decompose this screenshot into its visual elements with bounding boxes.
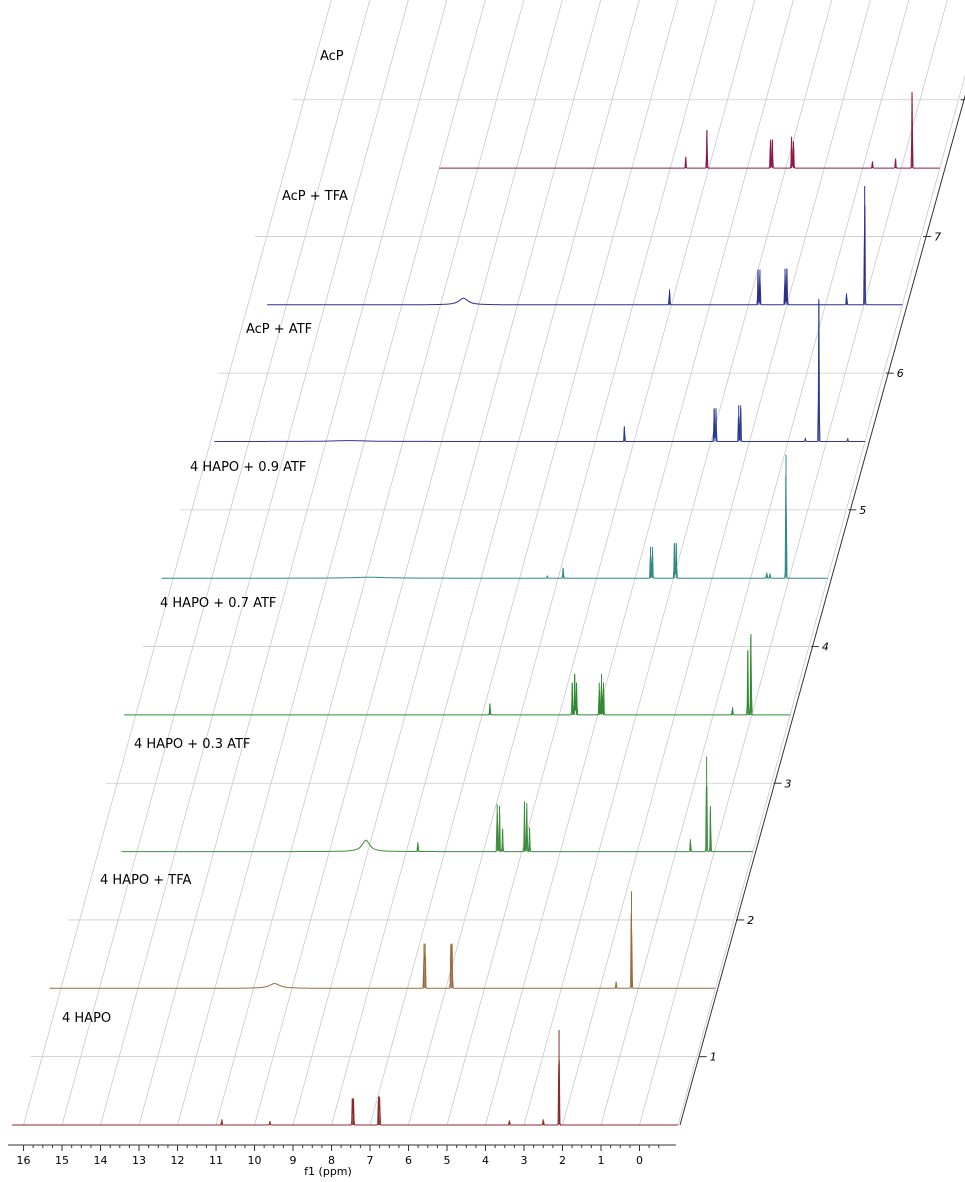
depth-tick-label: 3 <box>785 777 792 790</box>
spectrum-label: 4 HAPO + 0.9 ATF <box>190 460 306 475</box>
grid-line-vertical <box>61 0 371 1126</box>
grid-line-vertical <box>215 0 525 1126</box>
depth-tick-label: 2 <box>747 914 754 927</box>
spectrum-line <box>161 475 828 579</box>
grid-line-vertical <box>138 0 448 1126</box>
spectrum-line <box>267 204 903 306</box>
x-tick-label: 3 <box>521 1154 528 1167</box>
spectrum-line <box>12 1060 678 1126</box>
grid-line-vertical <box>408 0 717 1126</box>
x-tick-label: 1 <box>598 1154 605 1167</box>
x-tick-label: 0 <box>636 1154 643 1167</box>
spectrum-line <box>124 636 791 716</box>
x-tick-label: 8 <box>328 1154 335 1167</box>
x-tick-label: 14 <box>94 1154 108 1167</box>
grid-line-vertical <box>523 0 833 1126</box>
depth-tick-label: 1 <box>710 1051 717 1064</box>
depth-tick-label: 4 <box>822 641 829 654</box>
x-tick-label: 11 <box>209 1154 223 1167</box>
spectrum-line <box>439 92 940 169</box>
x-tick-label: 7 <box>367 1154 374 1167</box>
spectrum-label: 4 HAPO + 0.3 ATF <box>134 737 250 752</box>
spectrum-label: 4 HAPO + TFA <box>100 873 192 888</box>
grid-line-vertical <box>254 0 563 1126</box>
grid <box>23 0 965 1126</box>
x-tick-label: 12 <box>171 1154 185 1167</box>
grid-line-vertical <box>600 0 910 1126</box>
x-tick-label: 5 <box>444 1154 451 1167</box>
spectrum-labels: 4 HAPO 4 HAPO + TFA 4 HAPO + 0.3 ATF 4 HAPO… <box>62 49 348 1026</box>
grid-line-vertical <box>446 0 756 1126</box>
grid-line-vertical <box>639 0 948 1126</box>
spectrum-label: AcP <box>320 49 344 64</box>
spectrum-label: 4 HAPO + 0.7 ATF <box>160 596 276 611</box>
depth-tick-label: 7 <box>934 230 941 243</box>
x-tick-label: 15 <box>55 1154 69 1167</box>
grid-line-vertical <box>369 0 679 1126</box>
spectrum-line <box>121 785 753 853</box>
spectrum-label: AcP + ATF <box>246 322 312 337</box>
spectrum-line <box>214 301 865 442</box>
spectrum-label: AcP + TFA <box>282 189 348 204</box>
grid-line-vertical <box>485 0 794 1126</box>
spectra <box>12 92 940 1126</box>
spectrum-line <box>49 913 716 989</box>
grid-line-vertical <box>177 0 486 1126</box>
x-axis: f1 (ppm) 16 15 14 13 12 11 10 9 8 7 6 5 4 3 2 1 0 <box>8 1144 676 1178</box>
x-tick-label: 9 <box>290 1154 297 1167</box>
spectrum-label: 4 HAPO <box>62 1011 111 1026</box>
grid-line-vertical <box>292 0 602 1126</box>
depth-tick-label: 6 <box>897 367 904 380</box>
depth-axis: 12345678 <box>679 94 965 1126</box>
grid-line-vertical <box>23 0 332 1126</box>
x-axis-title: f1 (ppm) <box>304 1165 352 1178</box>
x-tick-label: 13 <box>132 1154 146 1167</box>
depth-axis-line <box>679 94 965 1126</box>
x-tick-label: 4 <box>482 1154 489 1167</box>
x-tick-label: 2 <box>559 1154 566 1167</box>
grid-line-vertical <box>562 0 871 1126</box>
x-tick-label: 10 <box>248 1154 262 1167</box>
grid-line-vertical <box>331 0 640 1126</box>
grid-line-vertical <box>100 0 409 1126</box>
x-tick-label: 16 <box>17 1154 31 1167</box>
depth-tick-label: 5 <box>859 504 866 517</box>
x-tick-label: 6 <box>405 1154 412 1167</box>
grid-line-vertical <box>677 74 965 1126</box>
